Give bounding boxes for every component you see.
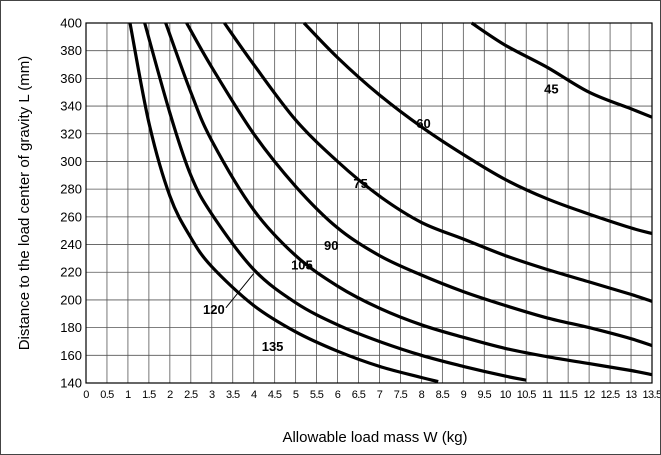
- curve-label-75: 75: [353, 176, 367, 191]
- x-tick-label: 1: [125, 389, 131, 401]
- x-tick-label: 5: [293, 389, 299, 401]
- curve-label-105: 105: [291, 257, 313, 272]
- curve-label-90: 90: [324, 238, 338, 253]
- series-line-45: [470, 21, 653, 119]
- series-line-90: [185, 22, 653, 348]
- x-tick-label: 8: [419, 389, 425, 401]
- curve-label-135: 135: [262, 339, 284, 354]
- x-tick-label: 4: [251, 389, 257, 401]
- x-tick-label: 2.5: [184, 389, 198, 401]
- x-tick-label: 3.5: [226, 389, 240, 401]
- curve-label-45: 45: [544, 82, 558, 97]
- x-tick-label: 0.5: [100, 389, 114, 401]
- x-tick-label: 9.5: [478, 389, 492, 401]
- y-tick-label: 340: [60, 99, 82, 114]
- x-tick-label: 10.5: [517, 389, 536, 401]
- x-axis-label: Allowable load mass W (kg): [282, 429, 467, 446]
- x-tick-label: 5.5: [310, 389, 324, 401]
- curve-label-120: 120: [203, 302, 225, 317]
- curve-label-60: 60: [416, 116, 430, 131]
- x-tick-label: 3: [209, 389, 215, 401]
- series-line-105: [164, 22, 653, 377]
- y-tick-label: 220: [60, 265, 82, 280]
- series-line-120: [143, 22, 527, 382]
- x-tick-label: 2: [167, 389, 173, 401]
- y-tick-label: 240: [60, 237, 82, 252]
- y-tick-label: 280: [60, 182, 82, 197]
- y-tick-label: 300: [60, 154, 82, 169]
- y-tick-label: 400: [60, 16, 82, 31]
- x-tick-label: 7: [377, 389, 383, 401]
- tick-labels: 0 0.5 1 1.5 2 2.5 3 3.5 4 4.5 5 5.5 6 6.5 7 7.5 8 8.5 9 9.5…: [60, 16, 660, 402]
- y-tick-label: 320: [60, 126, 82, 141]
- curve-label-leader: [225, 273, 255, 309]
- y-tick-label: 260: [60, 209, 82, 224]
- x-tick-label: 10: [500, 389, 512, 401]
- x-tick-label: 6.5: [352, 389, 366, 401]
- series-line-60: [302, 21, 653, 236]
- x-tick-label: 1.5: [142, 389, 156, 401]
- x-tick-label: 12.5: [601, 389, 620, 401]
- x-tick-label: 8.5: [436, 389, 450, 401]
- y-tick-label: 160: [60, 348, 82, 363]
- x-tick-label: 13.5: [642, 389, 660, 401]
- plot-frame: [85, 22, 653, 384]
- x-tick-label: 13: [626, 389, 638, 401]
- series-line-135: [128, 22, 439, 384]
- x-tick-label: 9: [461, 389, 467, 401]
- y-axis-label: Distance to the load center of gravity L…: [16, 56, 33, 351]
- x-tick-label: 6: [335, 389, 341, 401]
- x-tick-label: 11.5: [559, 389, 578, 401]
- y-tick-label: 180: [60, 320, 82, 335]
- series-line-75: [223, 22, 653, 303]
- y-tick-label: 360: [60, 71, 82, 86]
- y-tick-label: 200: [60, 292, 82, 307]
- x-tick-label: 12: [584, 389, 596, 401]
- curve-labels: 45 60 75 90 105 120 135: [203, 82, 559, 355]
- x-tick-label: 4.5: [268, 389, 282, 401]
- y-tick-label: 140: [60, 376, 82, 391]
- curves: [128, 21, 653, 384]
- x-tick-label: 0: [83, 389, 89, 401]
- x-tick-label: 7.5: [394, 389, 408, 401]
- x-tick-label: 11: [542, 389, 553, 401]
- y-tick-label: 380: [60, 43, 82, 58]
